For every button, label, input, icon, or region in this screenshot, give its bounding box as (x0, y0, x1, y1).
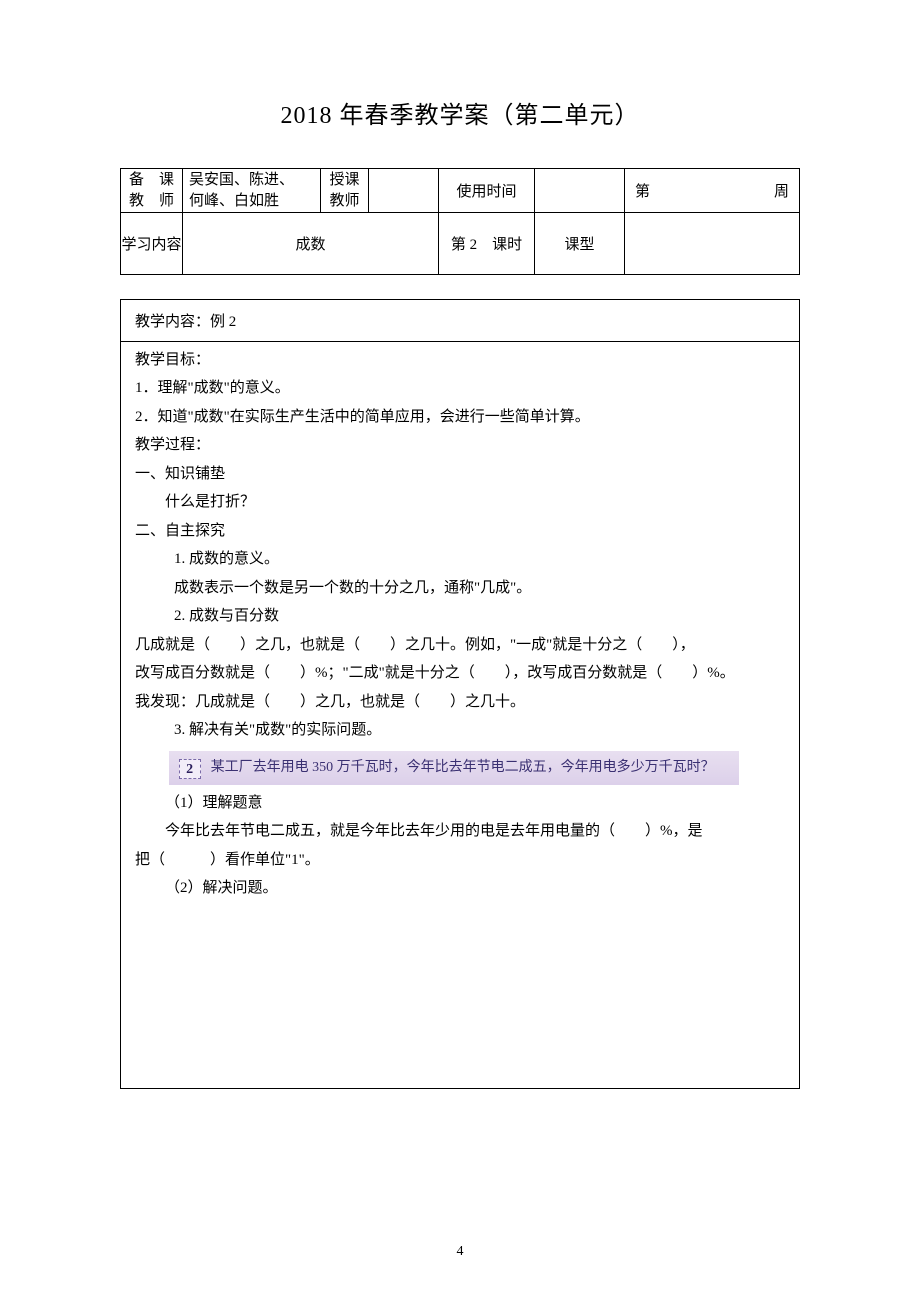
value-period: 第 2 课时 (439, 213, 535, 275)
header-table: 备 课 教 师 吴安国、陈进、 何峰、白如胜 授课 教师 使用时间 (120, 168, 800, 275)
section-2-title: 二、自主探究 (135, 517, 785, 546)
label-lecture-teacher-l1: 授课 (321, 170, 368, 190)
section-2-2: 2. 成数与百分数 (135, 602, 785, 631)
page: 2018 年春季教学案（第二单元） 备 课 教 师 吴安国、陈进、 何峰、白如胜… (0, 0, 920, 1302)
section-2-1: 1. 成数的意义。 (135, 545, 785, 574)
week-prefix: 第 (635, 180, 650, 201)
header-row-2: 学习内容 成数 第 2 课时 课型 (121, 213, 800, 275)
label-study-content: 学习内容 (121, 213, 183, 275)
value-prep-teacher: 吴安国、陈进、 何峰、白如胜 (183, 169, 321, 213)
step-1-title: （1）理解题意 (135, 789, 785, 818)
teach-goal-label: 教学目标： (135, 346, 785, 375)
header-row-1: 备 课 教 师 吴安国、陈进、 何峰、白如胜 授课 教师 使用时间 (121, 169, 800, 213)
label-prep-teacher: 备 课 教 师 (121, 169, 183, 213)
value-use-time (535, 169, 625, 213)
example-number-badge: 2 (179, 759, 201, 779)
document-title: 2018 年春季教学案（第二单元） (120, 95, 800, 130)
example-box: 2 某工厂去年用电 350 万千瓦时，今年比去年节电二成五，今年用电多少万千瓦时… (169, 751, 739, 785)
content-box: 教学内容：例 2 教学目标： 1．理解"成数"的意义。 2．知道"成数"在实际生… (120, 299, 800, 1089)
section-2-2-body2: 改写成百分数就是（ ）%；"二成"就是十分之（ ），改写成百分数就是（ ）%。 (135, 659, 785, 688)
section-2-2-body1: 几成就是（ ）之几，也就是（ ）之几十。例如，"一成"就是十分之（ ）， (135, 631, 785, 660)
value-lecture-teacher (369, 169, 439, 213)
label-lecture-teacher-l2: 教师 (321, 191, 368, 211)
divider (121, 341, 799, 342)
label-use-time: 使用时间 (439, 169, 535, 213)
example-text: 某工厂去年用电 350 万千瓦时，今年比去年节电二成五，今年用电多少万千瓦时？ (211, 757, 729, 779)
goal-1: 1．理解"成数"的意义。 (135, 374, 785, 403)
label-prep-teacher-l2: 教 师 (121, 191, 182, 211)
section-1-title: 一、知识铺垫 (135, 460, 785, 489)
step-1-body2: 把（ ）看作单位"1"。 (135, 846, 785, 875)
value-prep-teacher-l1: 吴安国、陈进、 (189, 170, 320, 190)
label-prep-teacher-l1: 备 课 (121, 170, 182, 190)
page-number: 4 (0, 1244, 920, 1260)
value-class-type (625, 213, 800, 275)
label-class-type: 课型 (535, 213, 625, 275)
teach-process-label: 教学过程： (135, 431, 785, 460)
label-week: 第 周 (625, 169, 800, 213)
section-2-3: 3. 解决有关"成数"的实际问题。 (135, 716, 785, 745)
section-2-1-body: 成数表示一个数是另一个数的十分之几，通称"几成"。 (135, 574, 785, 603)
step-1-body1: 今年比去年节电二成五，就是今年比去年少用的电是去年用电量的（ ）%，是 (135, 817, 785, 846)
value-study-content: 成数 (183, 213, 439, 275)
step-2-title: （2）解决问题。 (135, 874, 785, 903)
goal-2: 2．知道"成数"在实际生产生活中的简单应用，会进行一些简单计算。 (135, 403, 785, 432)
section-1-question: 什么是打折？ (135, 488, 785, 517)
label-lecture-teacher: 授课 教师 (321, 169, 369, 213)
week-suffix: 周 (774, 180, 789, 201)
section-2-2-body3: 我发现：几成就是（ ）之几，也就是（ ）之几十。 (135, 688, 785, 717)
teach-content-line: 教学内容：例 2 (135, 308, 785, 337)
value-prep-teacher-l2: 何峰、白如胜 (189, 191, 320, 211)
